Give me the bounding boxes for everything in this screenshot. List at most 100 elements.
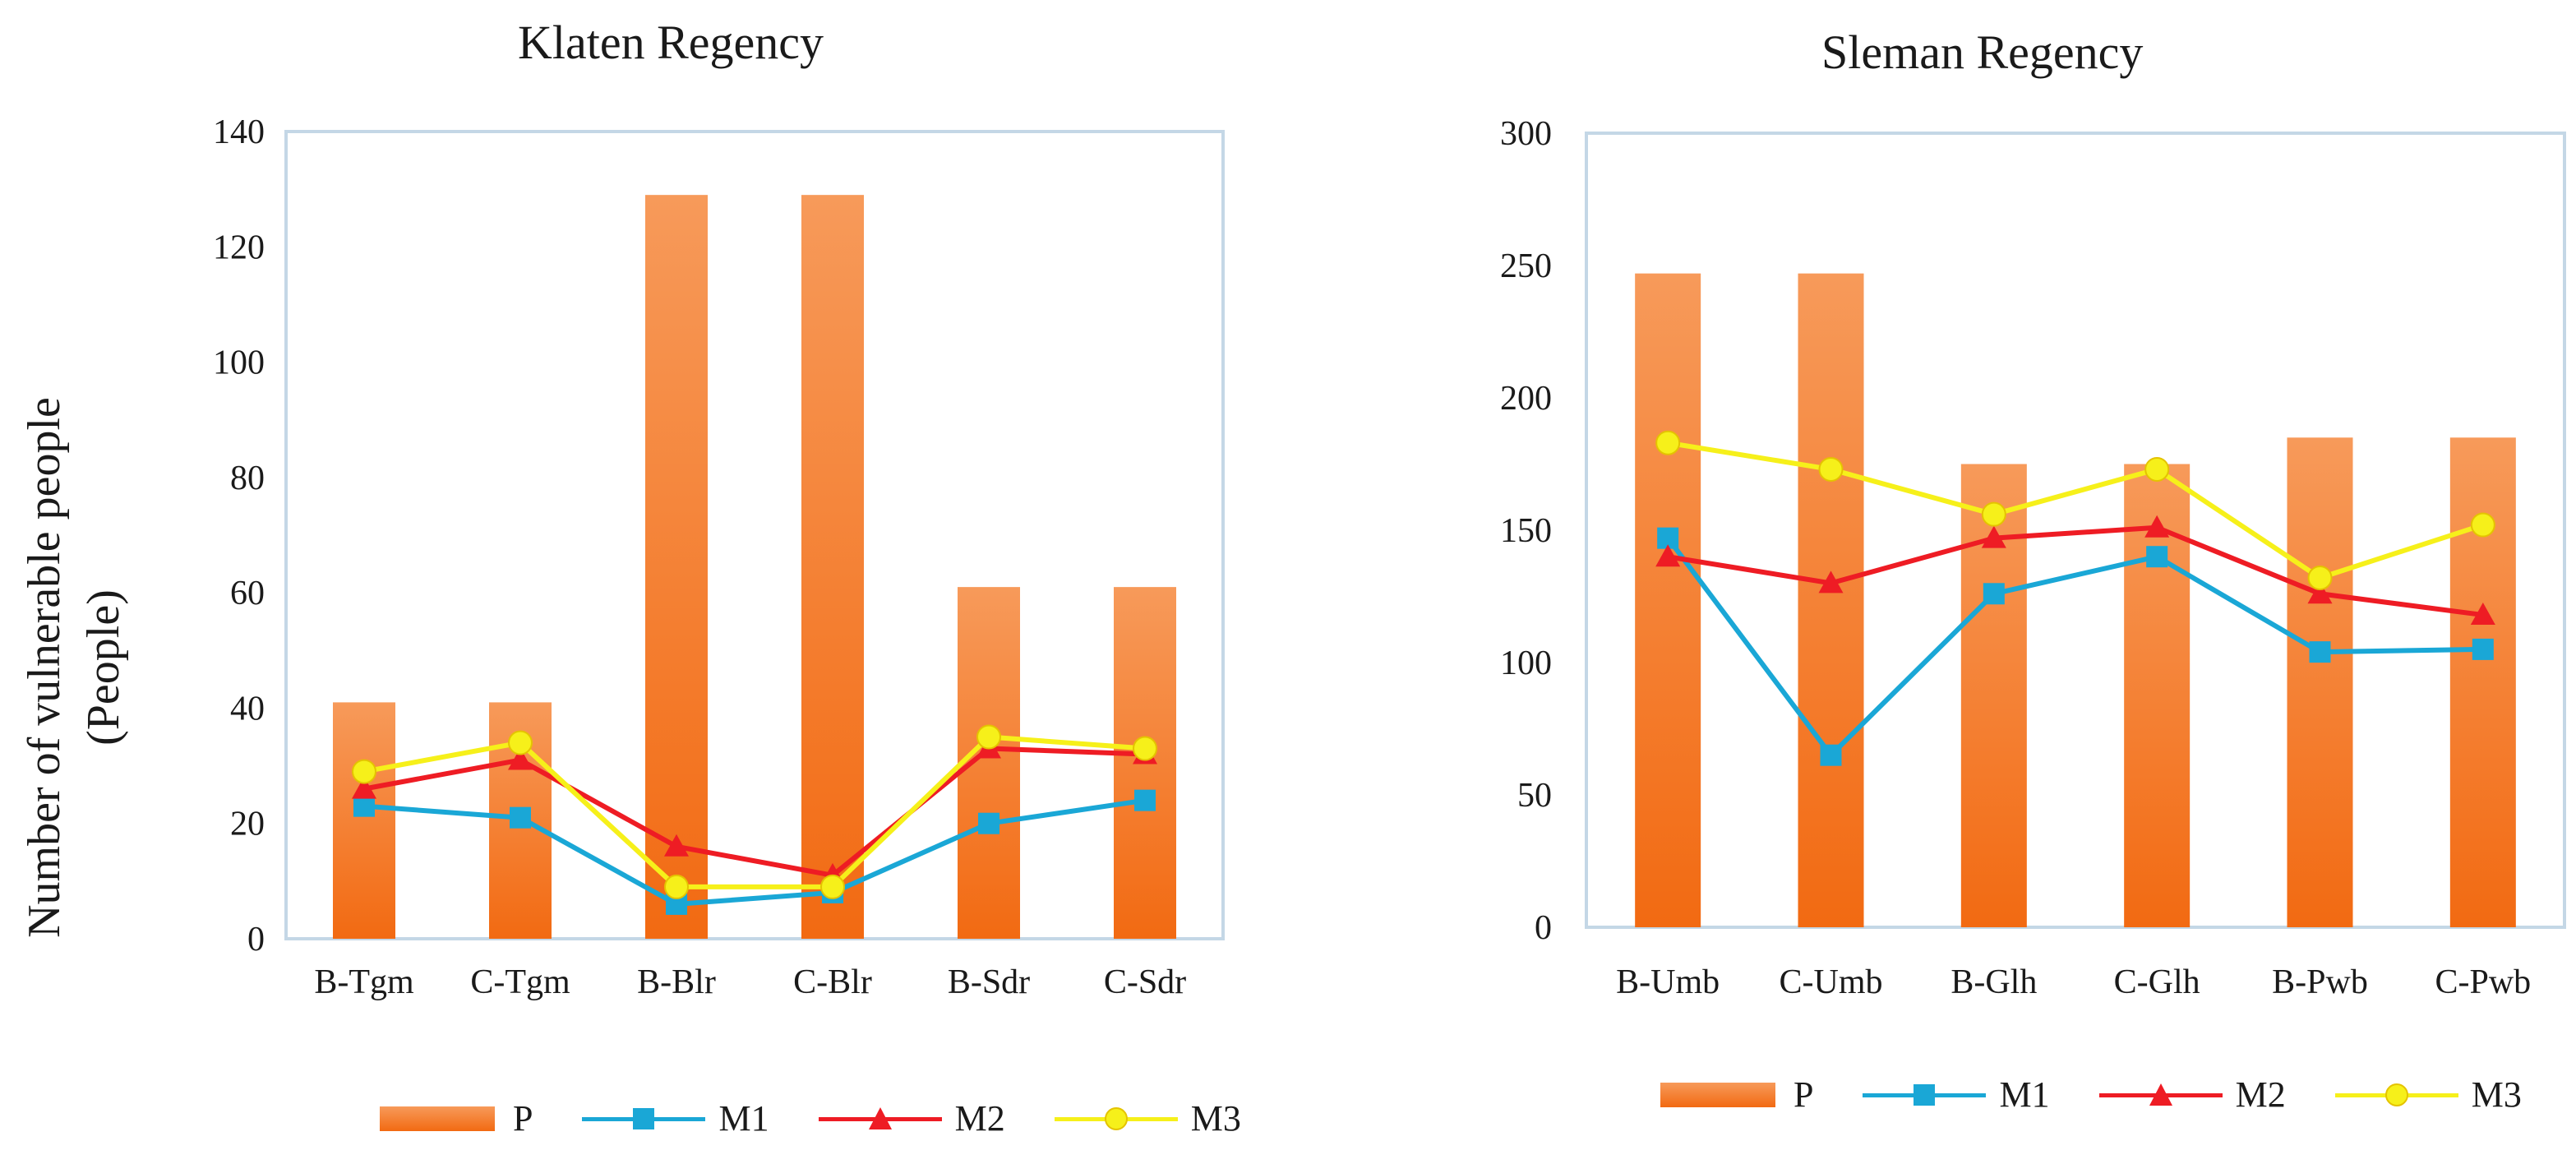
- sleman-bar-p: [2449, 437, 2516, 927]
- klaten-y-tick-label: 120: [213, 229, 265, 266]
- klaten-line-m3: [363, 734, 1146, 889]
- klaten-point-m2: [352, 776, 376, 799]
- sleman-x-category-label: C-Glh: [2114, 963, 2200, 1001]
- klaten-bar-p: [801, 195, 864, 939]
- legend-m1-line: [1863, 1083, 1987, 1107]
- klaten-point-m1: [510, 806, 531, 829]
- klaten-point-m3: [508, 730, 533, 755]
- klaten-point-m3: [820, 874, 845, 899]
- klaten-x-category-label: B-Sdr: [948, 963, 1030, 1001]
- sleman-x-category-label: B-Umb: [1616, 963, 1720, 1001]
- legend-label-m3: M3: [2471, 1074, 2522, 1115]
- klaten-x-category-label: C-Sdr: [1104, 963, 1186, 1001]
- sleman-x-category-label: B-Glh: [1950, 963, 2037, 1001]
- sleman-y-tick-label: 250: [1500, 247, 1552, 285]
- klaten-point-m2: [508, 747, 533, 770]
- sleman-line-m1: [1665, 536, 2483, 758]
- legend-bar-swatch: [380, 1106, 495, 1131]
- legend-m2-line: [818, 1106, 942, 1131]
- sleman-x-category-label: B-Pwb: [2272, 963, 2368, 1001]
- legend-m2-line: [2098, 1083, 2223, 1107]
- klaten-x-category-label: C-Tgm: [470, 963, 570, 1001]
- sleman-y-tick-label: 100: [1500, 644, 1552, 682]
- klaten-legend: P M1 M2 M3: [380, 1097, 1241, 1139]
- legend-item-p: P: [1660, 1074, 1813, 1116]
- sleman-x-category-label: C-Umb: [1780, 963, 1883, 1001]
- legend-label-m1: M1: [1999, 1074, 2050, 1115]
- sleman-plot-area: 0 50 100 150 200 250 300 B-Umb C-Umb B-Glh C-Glh B-…: [1500, 115, 2566, 1001]
- sleman-point-m1: [1820, 744, 1842, 766]
- sleman-y-tick-label: 0: [1535, 909, 1552, 947]
- sleman-point-m3: [2307, 565, 2333, 590]
- klaten-point-m2: [664, 834, 689, 857]
- klaten-point-m3: [1133, 736, 1157, 761]
- klaten-x-category-label: C-Blr: [793, 963, 872, 1001]
- klaten-chart-panel: Klaten Regency Number of vulnerable peop…: [0, 0, 1266, 1164]
- sleman-chart-panel: Sleman Regency 0 50 100 150 200 250 300 B-Umb C-…: [1348, 0, 2576, 1164]
- sleman-point-m1: [2309, 641, 2331, 663]
- sleman-point-m2: [2144, 515, 2170, 538]
- legend-item-m1: M1: [1863, 1074, 2050, 1116]
- legend-m3-line: [2334, 1083, 2458, 1107]
- sleman-bar-p: [1635, 273, 1701, 927]
- klaten-x-category-label: B-Tgm: [314, 963, 414, 1001]
- klaten-bar-p: [645, 195, 708, 939]
- klaten-point-m1: [1134, 789, 1156, 811]
- sleman-point-m1: [2146, 546, 2168, 568]
- sleman-point-m2: [2470, 603, 2495, 626]
- klaten-line-m1: [363, 797, 1146, 907]
- sleman-point-m2: [1818, 570, 1844, 594]
- legend-item-m3: M3: [1054, 1097, 1241, 1139]
- klaten-y-tick-label: 60: [230, 575, 265, 612]
- sleman-point-m3: [1981, 501, 2006, 527]
- sleman-point-m3: [2144, 456, 2170, 482]
- legend-label-m3: M3: [1190, 1098, 1241, 1139]
- legend-item-m1: M1: [582, 1097, 769, 1139]
- legend-item-p: P: [380, 1097, 533, 1139]
- legend-label-m1: M1: [718, 1098, 769, 1139]
- legend-item-m3: M3: [2334, 1074, 2522, 1116]
- klaten-bar-p: [333, 702, 395, 939]
- sleman-y-tick-label: 200: [1500, 380, 1552, 418]
- klaten-y-tick-label: 40: [230, 690, 265, 728]
- legend-item-m2: M2: [818, 1097, 1005, 1139]
- legend-m1-line: [582, 1106, 706, 1131]
- sleman-x-category-label: C-Pwb: [2435, 963, 2531, 1001]
- legend-m3-line: [1054, 1106, 1178, 1131]
- sleman-point-m3: [1818, 456, 1844, 482]
- legend-item-m2: M2: [2098, 1074, 2286, 1116]
- klaten-y-tick-label: 20: [230, 806, 265, 843]
- sleman-point-m2: [1655, 544, 1681, 567]
- sleman-point-m1: [1983, 583, 2005, 605]
- sleman-line-m3: [1667, 440, 2484, 580]
- klaten-plot-area: 0 20 40 60 80 100 120 140 B-Tgm C-Tgm B-Blr C-Blr B-…: [213, 113, 1225, 1001]
- klaten-y-tick-label: 0: [247, 921, 265, 958]
- sleman-y-tick-label: 300: [1500, 115, 1552, 153]
- klaten-point-m1: [978, 812, 999, 834]
- sleman-point-m3: [1655, 430, 1681, 455]
- sleman-legend: P M1 M2 M3: [1660, 1074, 2522, 1116]
- sleman-y-tick-label: 150: [1500, 512, 1552, 550]
- sleman-point-m2: [2307, 581, 2333, 604]
- legend-bar-swatch: [1660, 1082, 1775, 1107]
- klaten-bar-p: [958, 587, 1020, 939]
- sleman-chart-title: Sleman Regency: [1821, 25, 2144, 79]
- sleman-line-m2: [1667, 524, 2484, 618]
- klaten-y-tick-label: 100: [213, 344, 265, 382]
- legend-label-p: P: [1794, 1074, 1814, 1115]
- sleman-bar-p: [1798, 273, 1864, 927]
- klaten-chart-title: Klaten Regency: [518, 16, 824, 69]
- klaten-x-category-label: B-Blr: [637, 963, 716, 1001]
- sleman-plot-frame: [1585, 132, 2566, 929]
- sleman-point-m2: [1981, 525, 2006, 548]
- sleman-bar-p: [2287, 437, 2353, 927]
- sleman-point-m1: [2472, 638, 2494, 660]
- legend-label-m2: M2: [2235, 1074, 2286, 1115]
- sleman-y-tick-label: 50: [1517, 777, 1552, 815]
- klaten-point-m3: [352, 759, 376, 784]
- sleman-point-m3: [2470, 512, 2495, 538]
- klaten-point-m3: [976, 724, 1001, 750]
- legend-label-p: P: [513, 1098, 533, 1139]
- legend-label-m2: M2: [954, 1098, 1005, 1139]
